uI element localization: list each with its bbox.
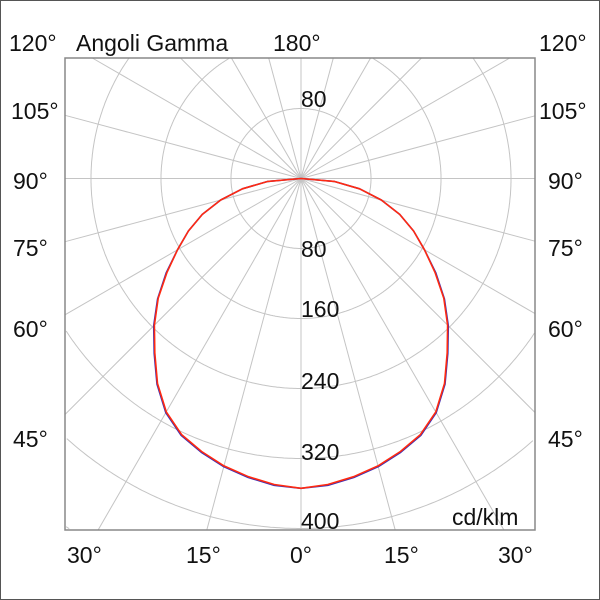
radial-tick: 240 [301,368,340,394]
angle-label-bottom: 30° [67,542,102,568]
intensity-curve [153,177,449,490]
angle-label-left: 75° [13,235,48,261]
grid-radial-line [64,114,302,179]
grid-circle [65,330,535,459]
angle-label-120-left: 120° [9,30,57,56]
radial-tick: 400 [301,508,340,534]
grid-radial-line [300,178,536,242]
angle-label-right: 90° [548,168,583,194]
grid-radial-line [230,57,302,179]
angle-label-bottom: 30° [498,542,533,568]
angle-label-right: 75° [548,235,583,261]
angle-label-left: 90° [13,168,48,194]
grid-radial-line [92,57,302,179]
radial-tick-top: 80 [301,86,327,112]
angle-label-180: 180° [273,30,321,56]
angle-label-bottom: 15° [384,542,419,568]
grid-radial-line [300,57,372,179]
angle-label-bottom: 15° [186,542,221,568]
chart-title: Angoli Gamma [76,30,229,56]
angle-label-right: 45° [548,426,583,452]
grid-radial-line [64,178,302,316]
grid-radial-line [268,57,302,179]
grid-radial-line [97,178,302,531]
grid-radial-line [180,57,302,179]
grid-radial-line [300,178,505,531]
radial-tick: 320 [301,439,340,465]
grid-radial-line [64,178,302,243]
grid-radial-line [64,178,302,415]
grid-radial-line [300,57,422,179]
angle-label-left: 60° [13,316,48,342]
angle-label-left: 105° [11,98,59,124]
radial-tick: 160 [301,296,340,322]
radial-tick: 80 [301,236,327,262]
grid-radial-line [300,115,536,179]
grid-radial-line [300,57,510,179]
unit-label: cd/klm [452,504,519,530]
grid-radial-line [300,178,536,315]
grid-radial-line [300,178,536,413]
angle-label-left: 45° [13,426,48,452]
angle-label-bottom: 0° [290,542,312,568]
plot-frame [64,57,536,531]
angle-label-120-right: 120° [539,30,587,56]
grid-radial-line [300,178,396,531]
grid-circle [65,526,70,530]
plot-area [64,57,536,531]
grid-radial-line [300,57,334,179]
angle-label-right: 60° [548,316,583,342]
grid-circle [66,438,534,529]
angle-label-right: 105° [539,98,587,124]
grid-radial-line [206,178,302,531]
